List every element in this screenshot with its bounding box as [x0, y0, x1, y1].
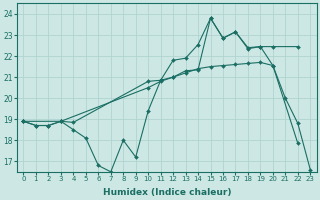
X-axis label: Humidex (Indice chaleur): Humidex (Indice chaleur)	[103, 188, 231, 197]
